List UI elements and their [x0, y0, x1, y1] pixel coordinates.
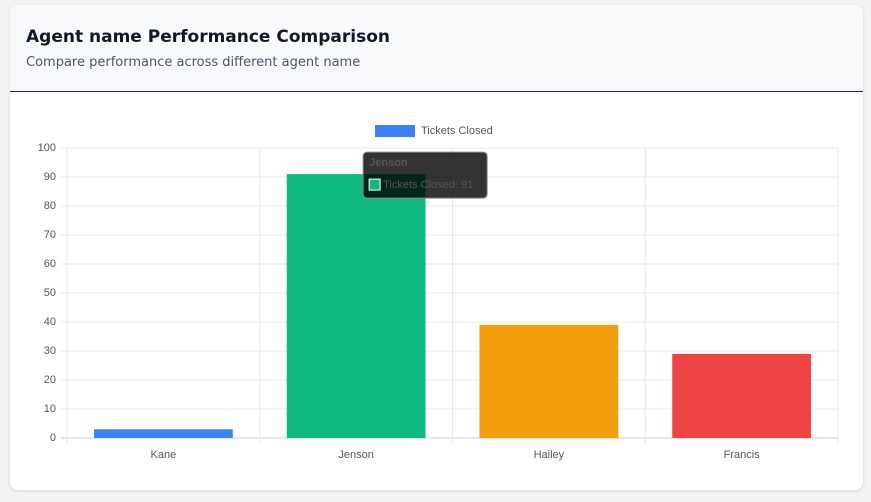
y-tick-label: 30: [44, 345, 56, 357]
tooltip-title: Jenson: [369, 157, 408, 169]
y-tick-label: 70: [44, 229, 56, 241]
tooltip-box: [362, 151, 488, 199]
legend-swatch: [375, 125, 415, 137]
y-tick-label: 50: [44, 287, 56, 299]
bar: [286, 174, 426, 438]
x-tick-label: Jenson: [338, 449, 373, 461]
y-tick-label: 80: [44, 200, 56, 212]
x-tick-label: Francis: [724, 449, 761, 461]
chart-subtitle: Compare performance across different age…: [26, 55, 361, 70]
y-tick-label: 10: [44, 403, 56, 415]
x-tick-label: Kane: [151, 449, 177, 461]
bar: [93, 429, 233, 438]
tooltip-label: Tickets Closed: 91: [383, 179, 473, 191]
bar: [672, 353, 812, 438]
tooltip-swatch: [368, 178, 381, 191]
x-tick-label: Hailey: [534, 449, 565, 461]
y-tick-label: 60: [44, 258, 56, 270]
y-tick-label: 40: [44, 316, 56, 328]
bar: [479, 324, 619, 438]
legend-label: Tickets Closed: [421, 125, 493, 137]
y-tick-label: 0: [50, 432, 56, 444]
card-header: Agent name Performance Comparison Compar…: [10, 5, 863, 92]
y-tick-label: 20: [44, 374, 56, 386]
chart-title: Agent name Performance Comparison: [26, 27, 391, 47]
y-tick-label: 100: [38, 142, 56, 154]
y-tick-label: 90: [44, 171, 56, 183]
